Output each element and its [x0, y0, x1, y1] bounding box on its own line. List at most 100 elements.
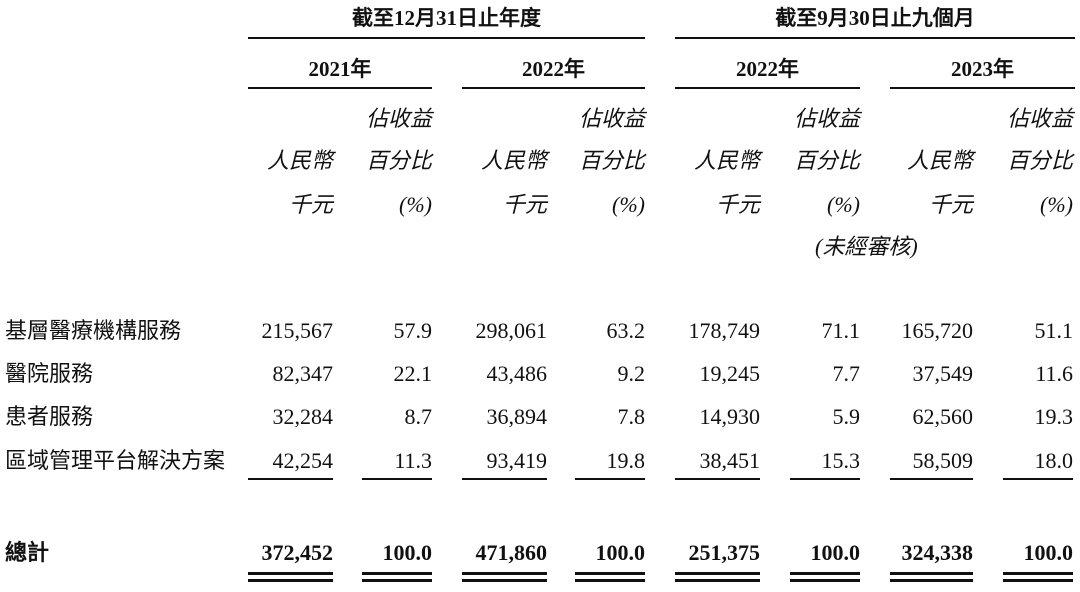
cell: 15.3 — [821, 448, 861, 473]
row-label: 患者服務 — [5, 404, 94, 429]
column-header: (%) — [399, 192, 432, 217]
year-header: 2022年 — [736, 57, 799, 81]
cell: 42,254 — [272, 448, 334, 473]
cell: 7.7 — [832, 361, 861, 386]
double-rule — [1003, 572, 1073, 575]
row-label: 醫院服務 — [5, 361, 94, 386]
cell: 18.0 — [1034, 448, 1074, 473]
column-header: (%) — [1040, 192, 1073, 217]
period-header: 截至12月31日止年度 — [352, 6, 541, 30]
cell: 178,749 — [688, 318, 761, 343]
cell: 14,930 — [699, 404, 761, 429]
double-rule — [462, 579, 547, 582]
column-header: 人民幣 — [906, 148, 973, 173]
year-header: 2021年 — [308, 57, 372, 81]
cell: 7.8 — [617, 404, 646, 429]
row-label: 區域管理平台解決方案 — [5, 448, 226, 473]
cell: 38,451 — [699, 448, 761, 473]
column-header: 百分比 — [793, 148, 860, 173]
rule — [462, 478, 547, 480]
cell: 57.9 — [393, 318, 433, 343]
double-rule — [675, 579, 760, 582]
cell: 8.7 — [404, 404, 433, 429]
double-rule — [575, 579, 645, 582]
cell: 58,509 — [912, 448, 974, 473]
cell: 51.1 — [1034, 318, 1074, 343]
cell: 215,567 — [261, 318, 334, 343]
rule — [248, 37, 645, 39]
double-rule — [890, 579, 973, 582]
cell: 62,560 — [912, 404, 974, 429]
total-cell: 324,338 — [901, 540, 974, 565]
total-cell: 100.0 — [1023, 540, 1074, 565]
rule — [1003, 478, 1073, 480]
column-header: 佔收益 — [365, 106, 432, 131]
column-header: 百分比 — [578, 148, 645, 173]
double-rule — [1003, 579, 1073, 582]
cell: 32,284 — [272, 404, 334, 429]
double-rule — [248, 572, 333, 575]
column-header: 千元 — [715, 192, 760, 217]
column-header: (%) — [612, 192, 645, 217]
column-header: 千元 — [928, 192, 973, 217]
cell: 43,486 — [486, 361, 548, 386]
rule — [248, 478, 333, 480]
column-header: 百分比 — [365, 148, 432, 173]
cell: 11.6 — [1035, 361, 1073, 386]
total-cell: 100.0 — [810, 540, 861, 565]
cell: 71.1 — [821, 318, 861, 343]
rule — [248, 87, 432, 89]
cell: 19.3 — [1034, 404, 1074, 429]
double-rule — [362, 572, 432, 575]
double-rule — [248, 579, 333, 582]
column-header: 百分比 — [1006, 148, 1073, 173]
audit-note: (未經審核) — [815, 234, 918, 259]
double-rule — [675, 572, 760, 575]
total-cell: 100.0 — [382, 540, 433, 565]
column-header: 千元 — [502, 192, 547, 217]
rule — [575, 478, 645, 480]
column-header: 佔收益 — [1006, 106, 1073, 131]
period-header: 截至9月30日止九個月 — [775, 6, 975, 30]
total-cell: 372,452 — [261, 540, 334, 565]
rule — [675, 87, 860, 89]
cell: 19,245 — [699, 361, 761, 386]
year-header: 2023年 — [951, 57, 1014, 81]
rule — [462, 87, 645, 89]
rule — [362, 478, 432, 480]
cell: 63.2 — [606, 318, 646, 343]
double-rule — [462, 572, 547, 575]
cell: 37,549 — [912, 361, 974, 386]
row-label: 基層醫療機構服務 — [5, 318, 182, 343]
column-header: 人民幣 — [266, 148, 333, 173]
total-cell: 471,860 — [475, 540, 548, 565]
total-cell: 100.0 — [595, 540, 646, 565]
year-header: 2022年 — [522, 57, 585, 81]
cell: 93,419 — [486, 448, 548, 473]
double-rule — [362, 579, 432, 582]
column-header: 佔收益 — [578, 106, 645, 131]
rule — [790, 478, 860, 480]
rule — [890, 87, 1075, 89]
total-label: 總計 — [5, 540, 50, 565]
cell: 22.1 — [393, 361, 433, 386]
rule — [675, 37, 1075, 39]
cell: 5.9 — [832, 404, 861, 429]
cell: 298,061 — [475, 318, 548, 343]
double-rule — [575, 572, 645, 575]
cell: 9.2 — [617, 361, 646, 386]
total-cell: 251,375 — [688, 540, 761, 565]
rule — [675, 478, 760, 480]
rule — [890, 478, 973, 480]
cell: 11.3 — [394, 448, 432, 473]
column-header: 人民幣 — [693, 148, 760, 173]
column-header: (%) — [827, 192, 860, 217]
cell: 82,347 — [272, 361, 334, 386]
double-rule — [790, 572, 860, 575]
column-header: 人民幣 — [480, 148, 547, 173]
cell: 165,720 — [901, 318, 974, 343]
cell: 36,894 — [486, 404, 548, 429]
double-rule — [790, 579, 860, 582]
double-rule — [890, 572, 973, 575]
